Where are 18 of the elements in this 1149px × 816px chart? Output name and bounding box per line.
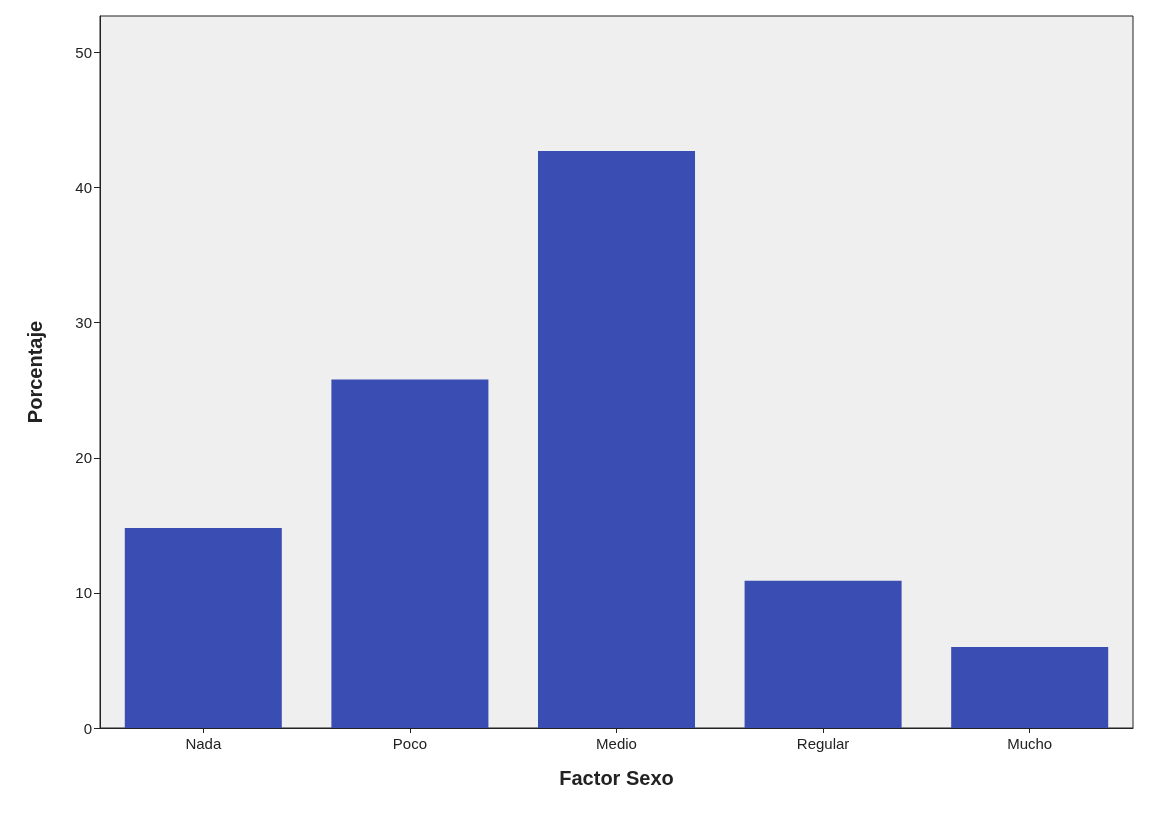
y-tick-label: 10 [75,584,92,602]
bar [537,151,696,728]
x-tick-label: Regular [796,735,850,752]
x-tick-label: Poco [392,735,427,752]
bar [124,528,282,728]
x-tick-label: Mucho [1007,735,1053,752]
y-tick-label: 20 [75,449,92,467]
bar [744,580,902,728]
bar [951,646,1109,728]
y-tick-label: 0 [83,719,92,737]
x-tick-label: Nada [185,735,222,752]
bar [331,379,489,728]
y-tick-label: 40 [75,179,92,197]
x-axis-title: Factor Sexo [559,767,674,789]
x-tick-label: Medio [596,735,637,752]
y-tick-label: 30 [75,314,92,332]
y-tick-label: 50 [75,43,92,61]
y-axis-title: Porcentaje [24,320,46,424]
